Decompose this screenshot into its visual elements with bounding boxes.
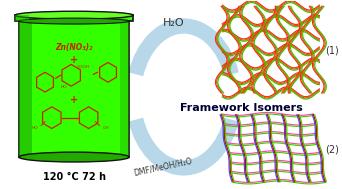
Text: HO: HO [61,85,67,89]
Ellipse shape [19,18,129,24]
Text: H₂O: H₂O [163,18,185,28]
Text: (1): (1) [325,46,339,56]
Ellipse shape [19,152,129,162]
Text: +: + [70,95,78,105]
Polygon shape [15,15,133,21]
Text: +: + [70,54,78,64]
Polygon shape [19,19,32,157]
Polygon shape [222,63,231,67]
Polygon shape [131,123,139,127]
Text: DMF/MeOH/H₂O: DMF/MeOH/H₂O [133,156,194,177]
Text: 120 °C 72 h: 120 °C 72 h [43,172,106,182]
Polygon shape [15,15,28,21]
Polygon shape [19,19,129,157]
Text: Framework Isomers: Framework Isomers [181,103,303,113]
Text: OH: OH [103,125,109,129]
Text: HO: HO [32,125,39,129]
Text: COOH: COOH [77,65,90,69]
Polygon shape [120,19,129,157]
Ellipse shape [15,11,133,19]
Text: (2): (2) [325,144,339,154]
Text: Zn(NO₃)₂: Zn(NO₃)₂ [55,43,93,52]
